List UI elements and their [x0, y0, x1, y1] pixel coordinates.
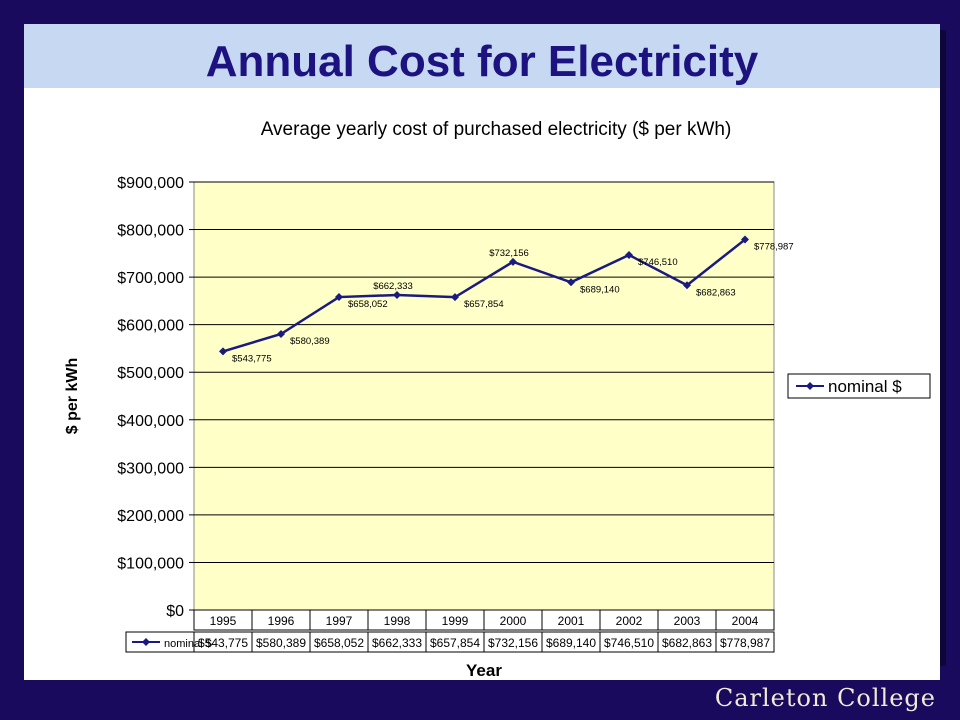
y-tick-label: $300,000	[117, 460, 184, 477]
title-band: Annual Cost for Electricity	[24, 24, 940, 88]
chart-title: Average yearly cost of purchased electri…	[261, 119, 732, 140]
table-value-cell: $657,854	[430, 636, 480, 650]
data-point	[509, 257, 517, 266]
table-value-cell: $682,863	[662, 636, 712, 650]
data-point	[451, 293, 459, 302]
x-tick-label: 2001	[558, 614, 585, 628]
table-value-cell: $662,333	[372, 636, 422, 650]
table-value-cell: $746,510	[604, 636, 654, 650]
data-point	[277, 329, 285, 338]
table-value-cell: $778,987	[720, 636, 770, 650]
table-value-cell: $658,052	[314, 636, 364, 650]
legend-marker	[806, 382, 814, 390]
legend: nominal $	[787, 373, 931, 399]
data-point	[567, 278, 575, 287]
data-label: $682,863	[696, 287, 736, 298]
x-tick-label: 2000	[500, 614, 527, 628]
series-line	[222, 238, 746, 353]
plot-area	[193, 181, 775, 611]
y-tick-label: $0	[166, 603, 184, 620]
x-tick-label: 1999	[442, 614, 469, 628]
data-label: $662,333	[373, 281, 413, 292]
x-tick-label: 2002	[616, 614, 643, 628]
y-tick-label: $600,000	[117, 318, 184, 335]
y-tick-label: $900,000	[117, 175, 184, 192]
x-tick-label: 1996	[268, 614, 295, 628]
x-tick-label: 1997	[326, 614, 353, 628]
data-point	[393, 291, 401, 300]
x-tick-label: 1995	[210, 614, 237, 628]
table-value-row	[125, 631, 775, 653]
x-tick-label: 1998	[384, 614, 411, 628]
data-point	[741, 235, 749, 244]
data-label: $778,987	[754, 242, 794, 253]
x-axis-label: Year	[466, 661, 502, 676]
x-tick-label: 2003	[674, 614, 701, 628]
table-series-name: nominal $	[164, 638, 212, 650]
data-point	[683, 281, 691, 290]
y-axis-label: $ per kWh	[64, 358, 81, 434]
legend-label: nominal $	[828, 377, 902, 396]
table-value-cell: $580,389	[256, 636, 306, 650]
data-point	[625, 250, 633, 259]
data-label: $732,156	[489, 248, 529, 259]
slide-title: Annual Cost for Electricity	[205, 37, 759, 86]
slide: Annual Cost for Electricity Average year…	[24, 24, 940, 680]
data-label: $658,052	[348, 299, 388, 310]
table-value-cell: $732,156	[488, 636, 538, 650]
data-label: $689,140	[580, 284, 620, 295]
data-label: $543,775	[232, 353, 272, 364]
y-tick-label: $400,000	[117, 413, 184, 430]
table-value-cell: $689,140	[546, 636, 596, 650]
data-point	[219, 347, 227, 356]
y-tick-label: $700,000	[117, 270, 184, 287]
table-legend-marker	[142, 638, 150, 646]
y-axis-ticks: $0 $100,000 $200,000 $300,000 $400,000 $500,0…	[117, 175, 194, 620]
footer-brand: Carleton College	[714, 684, 936, 712]
x-tick-label: 2004	[732, 614, 759, 628]
series-nominal: $543,775 $580,389 $658,052 $662,333 $657,854…	[219, 235, 794, 364]
data-label: $580,389	[290, 336, 330, 347]
data-point	[335, 293, 343, 302]
data-label: $746,510	[638, 257, 678, 268]
gridlines	[194, 181, 774, 611]
y-tick-label: $200,000	[117, 508, 184, 525]
data-label: $657,854	[464, 299, 504, 310]
y-tick-label: $800,000	[117, 223, 184, 240]
line-chart: Average yearly cost of purchased electri…	[64, 119, 931, 676]
data-table: nominal $ 1995 $543,775 1996 $580,389 1997 $65…	[125, 609, 775, 653]
y-tick-label: $100,000	[117, 555, 184, 572]
y-tick-label: $500,000	[117, 365, 184, 382]
table-value-cell: $543,775	[198, 636, 248, 650]
